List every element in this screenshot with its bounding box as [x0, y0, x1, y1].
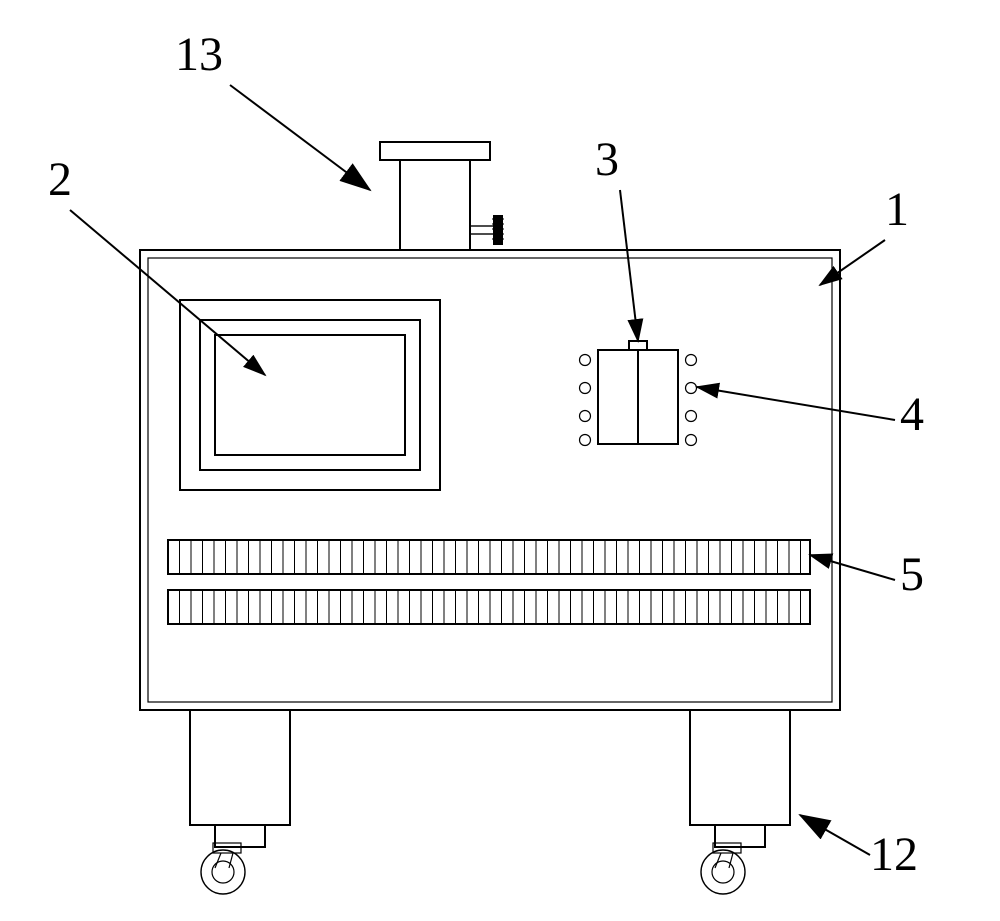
vent-row-top — [168, 540, 810, 574]
leader-arrow-3 — [620, 190, 638, 341]
caster-right-fork-a — [715, 853, 721, 868]
thumbscrew-shaft — [470, 226, 494, 234]
panel-hole-left-2 — [580, 411, 591, 422]
leader-arrow-4 — [697, 387, 895, 420]
label-1: 1 — [885, 183, 909, 236]
caster-right-wheel-outer — [701, 850, 745, 894]
screen-bezel-mid — [200, 320, 420, 470]
label-13: 13 — [175, 28, 223, 81]
diagram-root: 13 2 3 1 4 5 12 — [0, 0, 1000, 921]
panel-hole-left-1 — [580, 383, 591, 394]
label-3: 3 — [595, 133, 619, 186]
thumbscrew-head — [494, 216, 502, 244]
screen-bezel-outer — [180, 300, 440, 490]
panel-hole-right-3 — [686, 435, 697, 446]
chimney-cap — [380, 142, 490, 160]
machine-body-inner — [148, 258, 832, 702]
leg-left-narrow — [215, 825, 265, 847]
label-12: 12 — [870, 828, 918, 881]
leader-arrow-5 — [810, 555, 895, 580]
caster-left-wheel-outer — [201, 850, 245, 894]
control-panel-tab — [629, 341, 647, 350]
panel-hole-right-2 — [686, 411, 697, 422]
leader-arrow-13 — [230, 85, 370, 190]
vent-row-bottom — [168, 590, 810, 624]
caster-left-fork-a — [215, 853, 221, 868]
screen-display — [215, 335, 405, 455]
label-5: 5 — [900, 548, 924, 601]
label-2: 2 — [48, 153, 72, 206]
label-4: 4 — [900, 388, 924, 441]
panel-hole-left-3 — [580, 435, 591, 446]
leader-arrow-1 — [820, 240, 885, 285]
chimney-pipe — [400, 160, 470, 250]
leader-arrow-12 — [800, 815, 870, 855]
leader-arrow-2 — [70, 210, 265, 375]
leg-right — [690, 710, 790, 825]
panel-hole-left-0 — [580, 355, 591, 366]
panel-hole-right-1 — [686, 383, 697, 394]
leg-left — [190, 710, 290, 825]
leg-right-narrow — [715, 825, 765, 847]
caster-right-wheel-inner — [712, 861, 734, 883]
caster-left-wheel-inner — [212, 861, 234, 883]
panel-hole-right-0 — [686, 355, 697, 366]
